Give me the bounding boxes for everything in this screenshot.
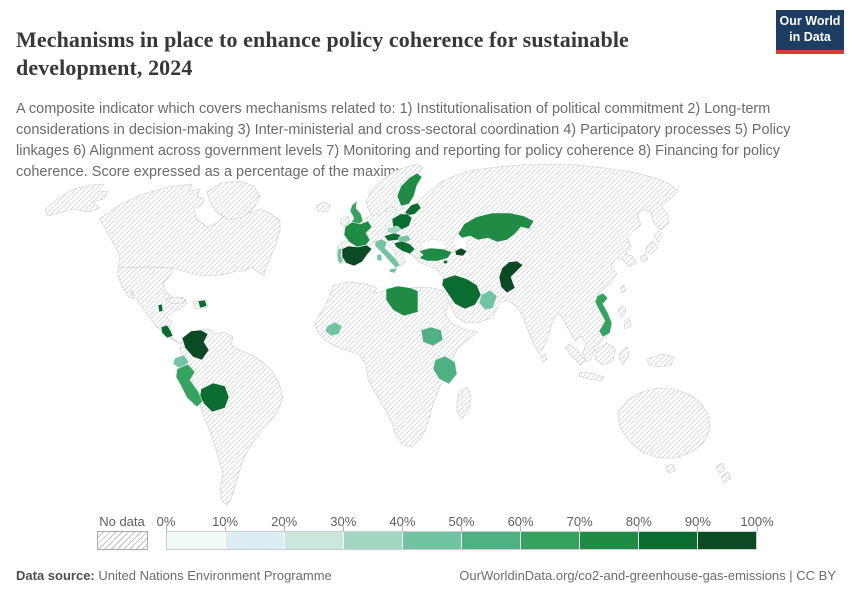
legend-bin[interactable] (344, 532, 403, 549)
legend-bin[interactable] (698, 532, 756, 549)
land-indonesia-new-guinea[interactable] (564, 342, 676, 382)
legend-tick-mark (224, 526, 226, 531)
legend-bin[interactable] (580, 532, 639, 549)
country-portugal[interactable] (336, 247, 344, 265)
land-madagascar[interactable] (456, 386, 472, 420)
owid-logo-line2: in Data (789, 30, 831, 44)
land-mexico-central-america[interactable] (117, 266, 188, 350)
country-south-sudan[interactable] (420, 326, 444, 347)
country-turkey[interactable] (418, 247, 453, 262)
world-map[interactable] (0, 155, 850, 511)
legend-tick-mark (165, 526, 167, 531)
land-sri-lanka[interactable] (540, 353, 548, 363)
land-australia[interactable] (617, 387, 711, 459)
legend-tick-mark (342, 526, 344, 531)
country-costa-rica[interactable] (160, 324, 174, 339)
map-legend: No data 0% 10% 20% 30% 40% 50% 60% 70% 80% 90% 100… (0, 511, 850, 553)
country-saudi-arabia[interactable] (441, 274, 482, 310)
country-libya[interactable] (385, 285, 419, 317)
legend-scale-wrap: 0% 10% 20% 30% 40% 50% 60% 70% 80% 90% 100% (157, 511, 774, 550)
legend-tick-mark (283, 526, 285, 531)
legend-tick-label: 20% (271, 514, 298, 529)
land-tasmania-new-zealand[interactable] (665, 462, 732, 484)
data-source-label: Data source: (16, 568, 95, 583)
country-france[interactable] (343, 220, 373, 248)
land-ireland[interactable] (339, 215, 351, 228)
legend-tick-mark (461, 526, 462, 531)
legend-bin[interactable] (639, 532, 698, 549)
country-vietnam[interactable] (594, 292, 613, 338)
black-sea (419, 238, 447, 252)
legend-tick-label: 80% (625, 514, 652, 529)
country-finland[interactable] (396, 172, 423, 207)
country-oman[interactable] (478, 289, 498, 311)
legend-tick-label: 0% (156, 514, 176, 529)
legend-tick-label: 10% (212, 514, 239, 529)
country-united-kingdom[interactable] (349, 200, 364, 227)
land-japan[interactable] (639, 230, 664, 263)
legend-bin[interactable] (521, 532, 580, 549)
country-kazakhstan[interactable] (457, 212, 535, 243)
legend-bin[interactable] (462, 532, 521, 549)
land-taiwan[interactable] (619, 284, 627, 294)
legend-tick-label: 70% (566, 514, 593, 529)
legend-tick-mark (579, 526, 581, 531)
legend-tick-mark (756, 526, 758, 531)
legend-tick-label: 90% (684, 514, 711, 529)
country-tanzania[interactable] (432, 355, 458, 385)
country-czechia[interactable] (386, 225, 403, 235)
country-bolivia[interactable] (199, 382, 230, 413)
legend-tick-label: 40% (389, 514, 416, 529)
country-italy[interactable] (374, 238, 401, 274)
legend-bin[interactable] (285, 532, 344, 549)
chart-footer: Data source: United Nations Environment … (16, 568, 836, 583)
land-iceland[interactable] (315, 201, 332, 213)
legend-tick-mark (401, 526, 403, 531)
legend-bin[interactable] (403, 532, 462, 549)
country-spain[interactable] (341, 244, 373, 267)
country-colombia[interactable] (181, 329, 210, 361)
country-croatia-serbia[interactable] (393, 240, 416, 255)
country-cyprus[interactable] (442, 259, 449, 265)
page-title: Mechanisms in place to enhance policy co… (16, 26, 629, 81)
land-greenland[interactable] (206, 180, 261, 221)
owid-logo-line1: Our World (779, 14, 841, 29)
legend-tick-label: 60% (507, 514, 534, 529)
land-canada-usa[interactable] (99, 183, 281, 277)
owid-logo[interactable]: Our World in Data (776, 10, 844, 54)
land-philippines[interactable] (617, 304, 632, 330)
legend-tick-mark (638, 526, 640, 531)
land-africa[interactable] (314, 281, 478, 448)
legend-tick-mark (520, 526, 522, 531)
country-azerbaijan[interactable] (454, 247, 468, 257)
chart-subtitle: A composite indicator which covers mecha… (16, 100, 791, 180)
legend-tick-label: 50% (448, 514, 475, 529)
no-data-label: No data (99, 514, 145, 529)
legend-tick-mark (697, 526, 699, 531)
country-belize[interactable] (157, 303, 164, 313)
data-source: Data source: United Nations Environment … (16, 568, 332, 583)
land-south-america[interactable] (179, 328, 284, 506)
land-alaska[interactable] (44, 183, 109, 217)
country-guinea[interactable] (324, 321, 343, 337)
legend-bin[interactable] (167, 532, 226, 549)
data-source-value: United Nations Environment Programme (98, 568, 332, 583)
legend-color-scale[interactable] (166, 531, 757, 550)
no-data-swatch[interactable] (97, 531, 148, 550)
legend-bin[interactable] (226, 532, 285, 549)
country-pakistan[interactable] (498, 260, 524, 294)
country-dominican-republic[interactable] (197, 299, 208, 309)
legend-tick-label: 30% (330, 514, 357, 529)
legend-tick-label: 100% (740, 514, 774, 529)
land-cuba[interactable] (164, 296, 187, 305)
attribution-link[interactable]: OurWorldinData.org/co2-and-greenhouse-ga… (459, 568, 836, 583)
